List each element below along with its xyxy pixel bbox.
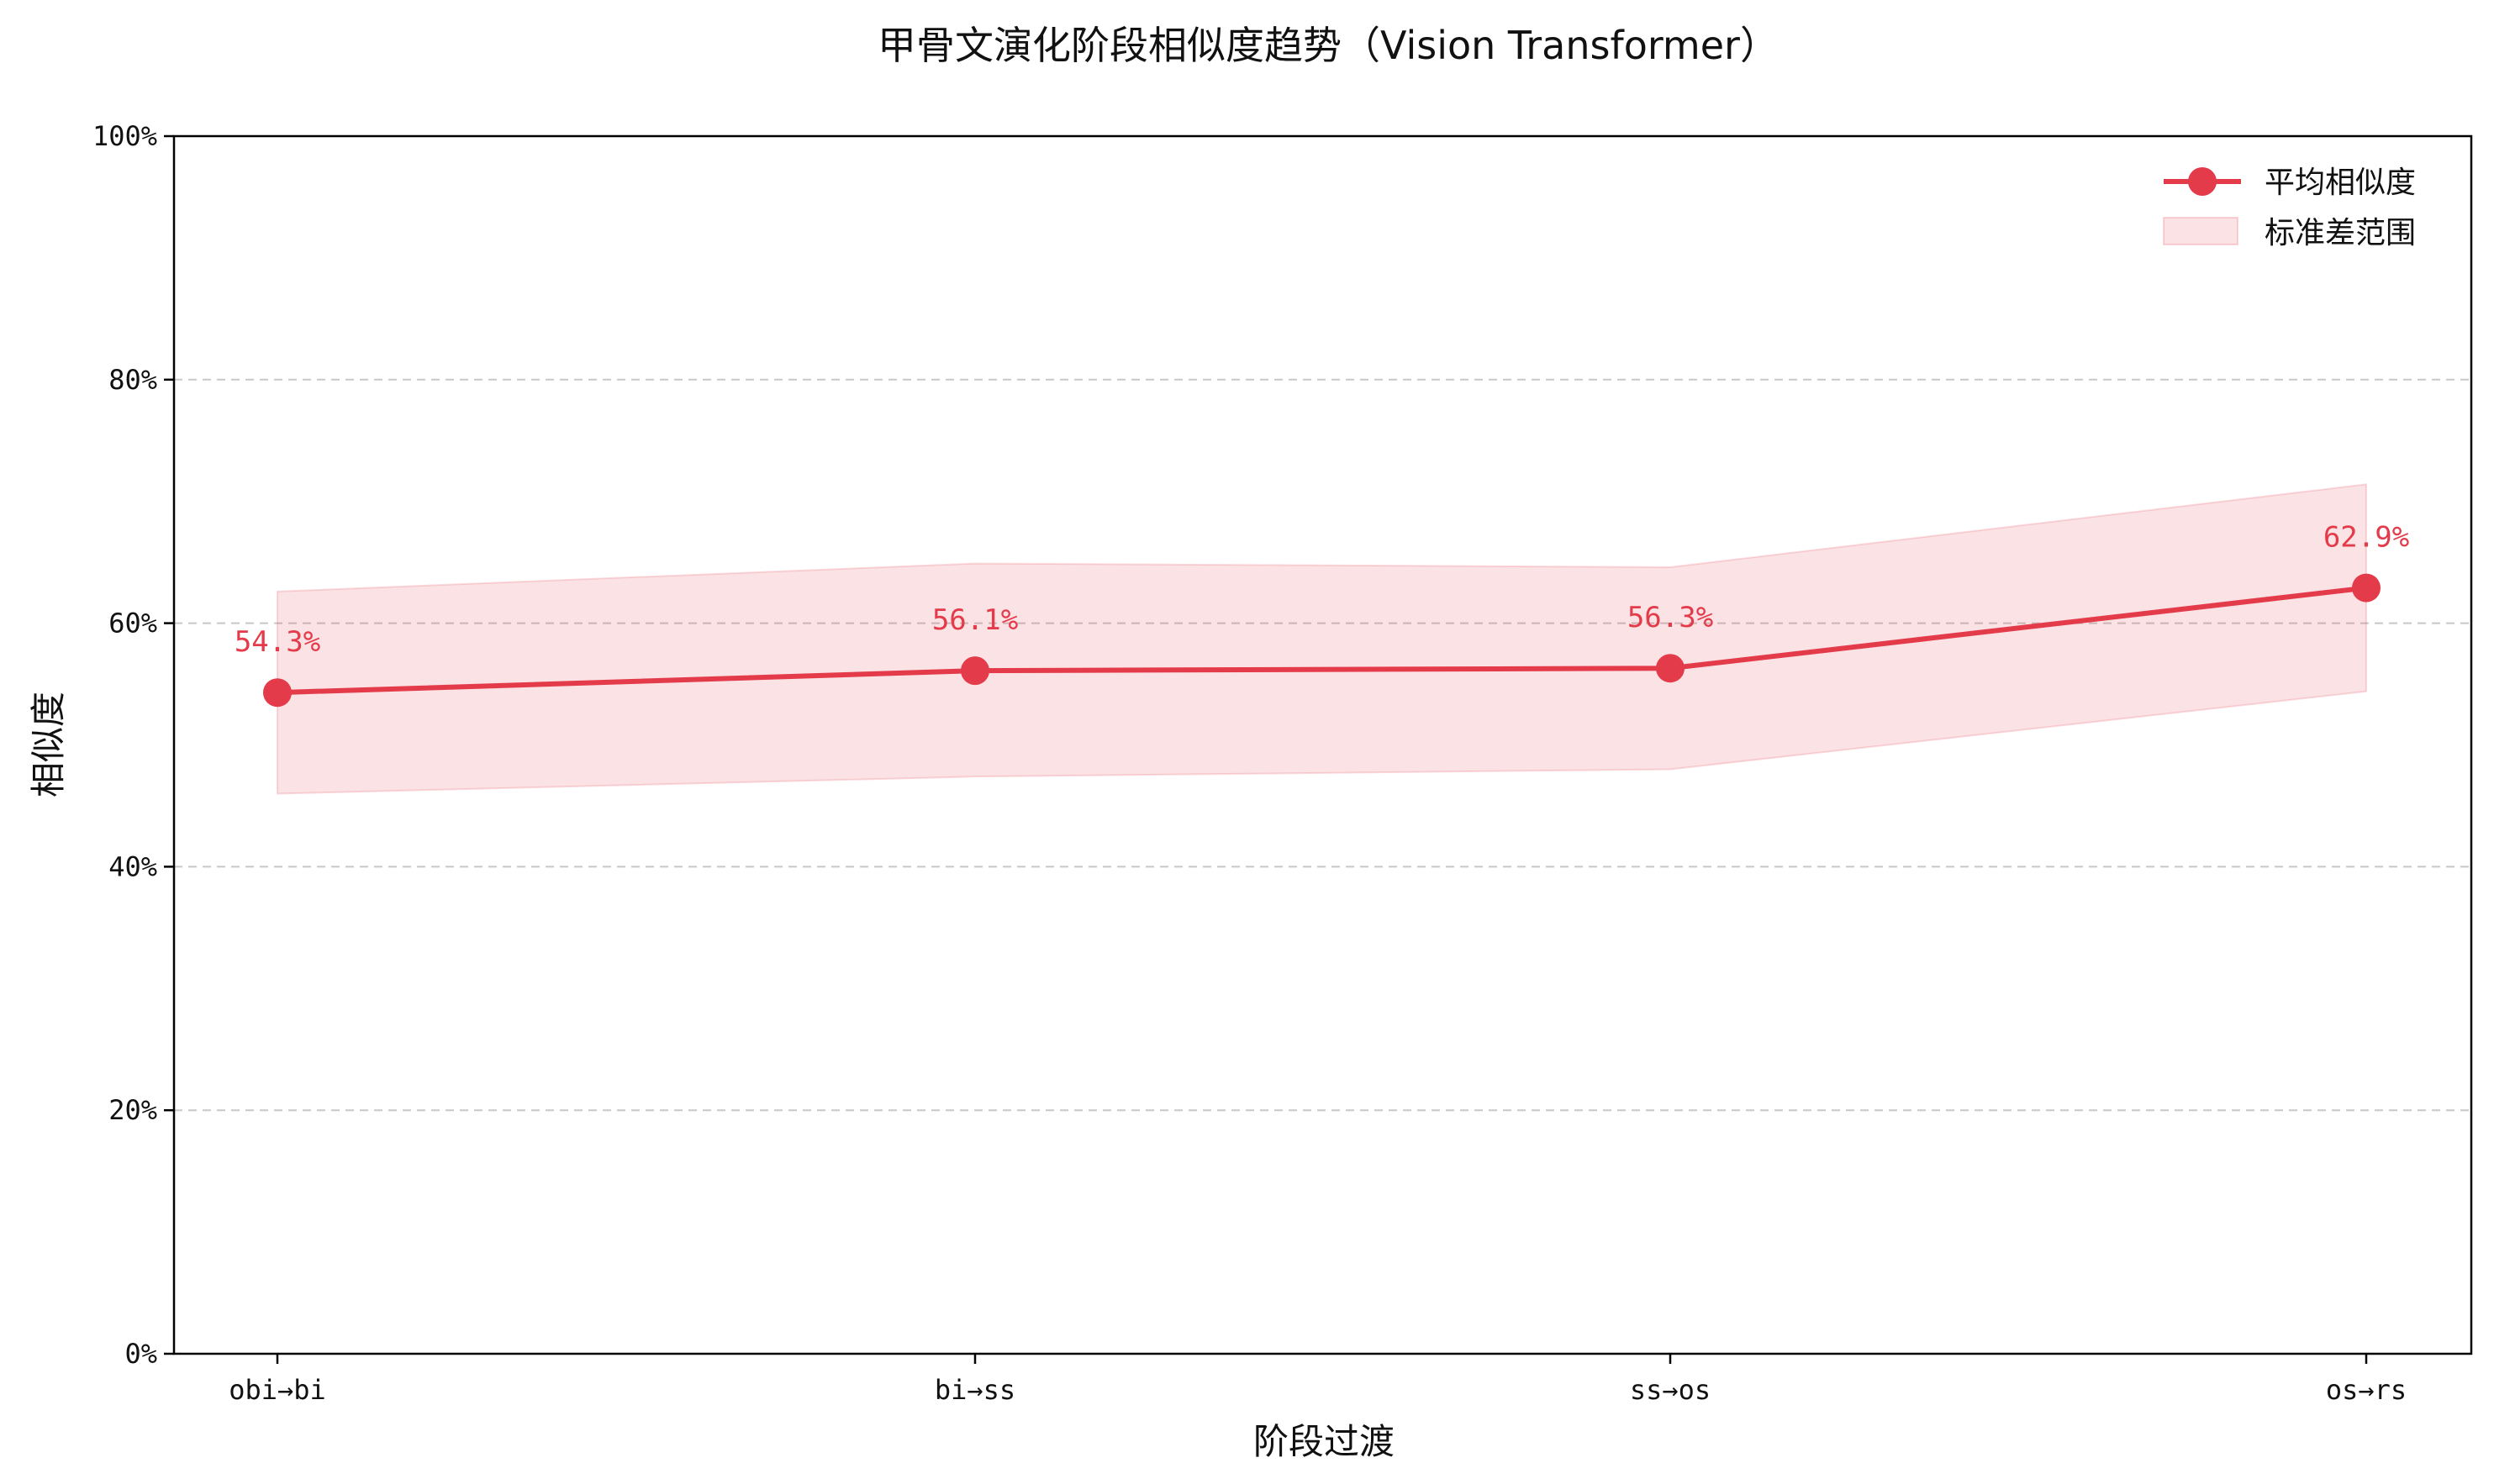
legend: 平均相似度 标准差范围 (2163, 166, 2416, 250)
y-tick-label: 60% (108, 608, 157, 639)
data-labels-layer: 54.3% 56.1% 56.3% 62.9% (235, 521, 2409, 660)
x-tick-label: bi→ss (935, 1374, 1015, 1406)
y-tick-label: 80% (108, 364, 157, 396)
series-line-layer (277, 585, 2367, 696)
x-tick-label: ss→os (1630, 1374, 1711, 1406)
data-label: 54.3% (235, 625, 320, 659)
y-tick-label: 20% (108, 1094, 157, 1126)
x-tick-label: obi→bi (229, 1374, 326, 1406)
y-tick-label: 40% (108, 850, 157, 882)
x-axis-label: 阶段过渡 (1253, 1421, 1395, 1462)
mean-similarity-line (277, 585, 2367, 696)
y-tick-label: 100% (92, 120, 157, 152)
grid-lines (174, 378, 2471, 1112)
y-tick-label: 0% (124, 1338, 157, 1370)
std-band-layer (277, 483, 2367, 795)
data-point (1656, 654, 1685, 683)
y-axis-label: 相似度 (28, 692, 69, 797)
chart-title: 甲骨文演化阶段相似度趋势（Vision Transformer） (878, 23, 1779, 68)
data-point (2352, 573, 2381, 603)
plot-frame (172, 134, 2473, 1355)
data-point (961, 656, 989, 686)
legend-band-swatch (2163, 217, 2238, 245)
legend-marker-swatch (2188, 167, 2217, 196)
std-band-area (277, 483, 2367, 795)
legend-label-std: 标准差范围 (2265, 216, 2416, 250)
x-axis-ticks: obi→bi bi→ss ss→os os→rs (229, 1354, 2407, 1406)
data-label: 62.9% (2323, 521, 2409, 555)
y-axis-ticks: 0% 20% 40% 60% 80% 100% (92, 120, 174, 1370)
data-label: 56.1% (932, 603, 1018, 637)
data-point (263, 678, 292, 708)
x-tick-label: os→rs (2326, 1374, 2407, 1406)
series-points-layer (263, 573, 2381, 708)
data-label: 56.3% (1627, 601, 1713, 634)
legend-label-mean: 平均相似度 (2265, 166, 2416, 200)
